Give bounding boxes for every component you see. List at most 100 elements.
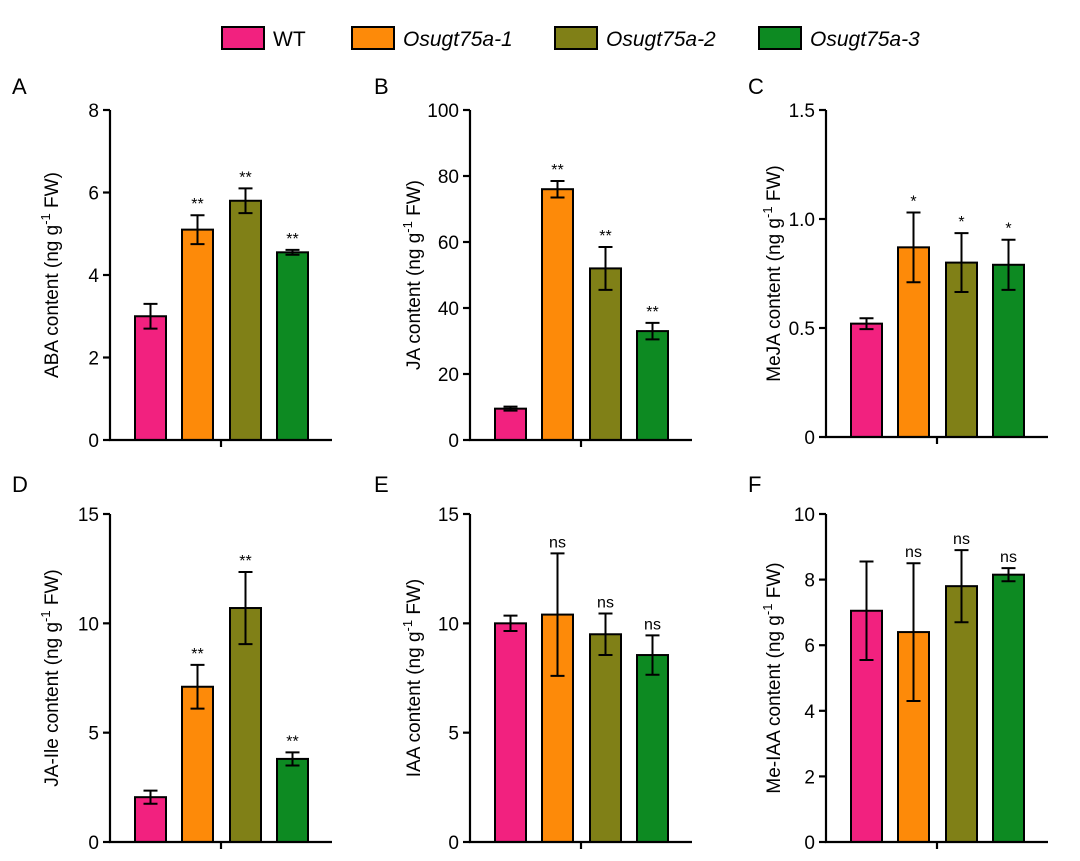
bar-A-3 (276, 251, 309, 441)
y-axis-label: JA-Ile content (ng g-1 FW) (38, 569, 63, 786)
y-tick-label-0: 0 (804, 428, 815, 449)
sig-label-C-3: * (1005, 221, 1011, 238)
y-tick-label-0: 0 (804, 833, 815, 854)
sig-label-A-2: ** (239, 169, 251, 186)
error-bar-A-2 (238, 187, 253, 215)
bar-E-0 (494, 622, 527, 843)
bar-F-2 (945, 585, 978, 843)
error-bar-B-3 (645, 321, 660, 341)
error-bar-F-2 (954, 549, 969, 624)
error-bar-D-0 (143, 789, 158, 805)
sig-label-D-2: ** (239, 553, 251, 570)
y-tick-label-0: 0 (88, 431, 99, 452)
panel-A: A ABA content (ng g-1 FW) ** ** ** 0 2 4 6 8 (12, 74, 332, 452)
legend-swatch-0 (221, 26, 265, 50)
bar-E-3 (636, 654, 669, 843)
legend-label-3: Osugt75a-3 (810, 28, 920, 51)
y-tick-label-4: 8 (804, 571, 815, 592)
error-bar-E-2 (598, 612, 613, 657)
bar-F-3 (992, 573, 1025, 843)
y-tick-label-5: 100 (427, 101, 459, 122)
panel-B: B JA content (ng g-1 FW) ** ** ** 0 20 40 60 80 10… (374, 74, 692, 452)
error-bar-C-3 (1001, 238, 1016, 291)
y-tick-label-3: 15 (78, 505, 99, 526)
y-tick-label-5: 10 (794, 505, 815, 526)
sig-label-B-3: ** (646, 304, 658, 321)
error-bar-A-1 (190, 214, 205, 246)
error-bar-C-0 (859, 317, 874, 331)
y-tick-label-3: 60 (438, 233, 459, 254)
panel-C: C MeJA content (ng g-1 FW) * * * 0 0.5 1.0 1.5 (748, 74, 1048, 449)
error-bar-E-1 (550, 552, 565, 677)
y-tick-label-2: 40 (438, 299, 459, 320)
panel-letter: D (12, 472, 28, 497)
legend-label-2: Osugt75a-2 (606, 28, 716, 51)
error-bar-D-1 (190, 663, 205, 710)
error-bar-F-1 (906, 562, 921, 702)
error-bar-E-3 (645, 634, 660, 676)
sig-label-E-1: ns (549, 534, 566, 551)
y-tick-label-3: 15 (438, 505, 459, 526)
error-bar-C-1 (906, 211, 921, 284)
error-bar-A-3 (285, 248, 300, 256)
legend: WT Osugt75a-1 Osugt75a-2 Osugt75a-3 (221, 26, 920, 51)
bar-C-3 (992, 263, 1025, 438)
y-tick-label-2: 10 (438, 614, 459, 635)
legend-label-0: WT (273, 28, 306, 51)
bar-E-2 (589, 633, 622, 843)
panel-letter: E (374, 472, 389, 497)
error-bar-B-0 (503, 405, 518, 412)
error-bar-B-1 (550, 179, 565, 199)
sig-label-A-1: ** (191, 196, 203, 213)
bar-D-3 (276, 757, 309, 844)
panel-letter: B (374, 74, 389, 99)
y-tick-label-0: 0 (88, 833, 99, 854)
y-tick-label-2: 10 (78, 614, 99, 635)
bar-A-0 (134, 315, 167, 441)
sig-label-F-2: ns (953, 531, 970, 548)
y-tick-label-3: 1.5 (789, 101, 815, 122)
bar-C-0 (850, 322, 883, 439)
error-bar-E-0 (503, 614, 518, 632)
legend-swatch-2 (554, 26, 598, 50)
y-tick-label-1: 2 (804, 767, 815, 788)
y-tick-label-1: 20 (438, 365, 459, 386)
panel-letter: C (748, 74, 764, 99)
bar-D-1 (181, 685, 214, 843)
sig-label-D-3: ** (286, 733, 298, 750)
error-bar-C-2 (954, 232, 969, 294)
panel-letter: F (748, 472, 761, 497)
bar-B-1 (541, 188, 574, 441)
y-tick-label-4: 80 (438, 167, 459, 188)
y-axis-label: IAA content (ng g-1 FW) (400, 579, 425, 777)
legend-swatch-3 (758, 26, 802, 50)
y-tick-label-2: 4 (88, 266, 99, 287)
y-tick-label-4: 8 (88, 101, 99, 122)
legend-label-1: Osugt75a-1 (403, 28, 513, 51)
error-bar-B-2 (598, 245, 613, 291)
sig-label-D-1: ** (191, 646, 203, 663)
error-bar-F-0 (859, 560, 874, 661)
error-bar-D-3 (285, 751, 300, 767)
bar-B-2 (589, 267, 622, 441)
y-axis-label: JA content (ng g-1 FW) (400, 180, 425, 370)
sig-label-C-1: * (910, 193, 916, 210)
y-tick-label-1: 5 (448, 724, 459, 745)
y-tick-label-2: 4 (804, 702, 815, 723)
panel-letter: A (12, 74, 27, 99)
y-tick-label-2: 1.0 (789, 210, 815, 231)
y-axis-label: ABA content (ng g-1 FW) (38, 172, 63, 378)
sig-label-B-1: ** (551, 162, 563, 179)
error-bar-F-3 (1001, 567, 1016, 583)
bar-A-2 (229, 199, 262, 441)
legend-swatch-1 (351, 26, 395, 50)
y-tick-label-0: 0 (448, 833, 459, 854)
sig-label-F-1: ns (905, 544, 922, 561)
error-bar-A-0 (143, 302, 158, 330)
sig-label-F-3: ns (1000, 549, 1017, 566)
sig-label-B-2: ** (599, 228, 611, 245)
y-tick-label-1: 2 (88, 349, 99, 370)
bar-A-1 (181, 228, 214, 441)
